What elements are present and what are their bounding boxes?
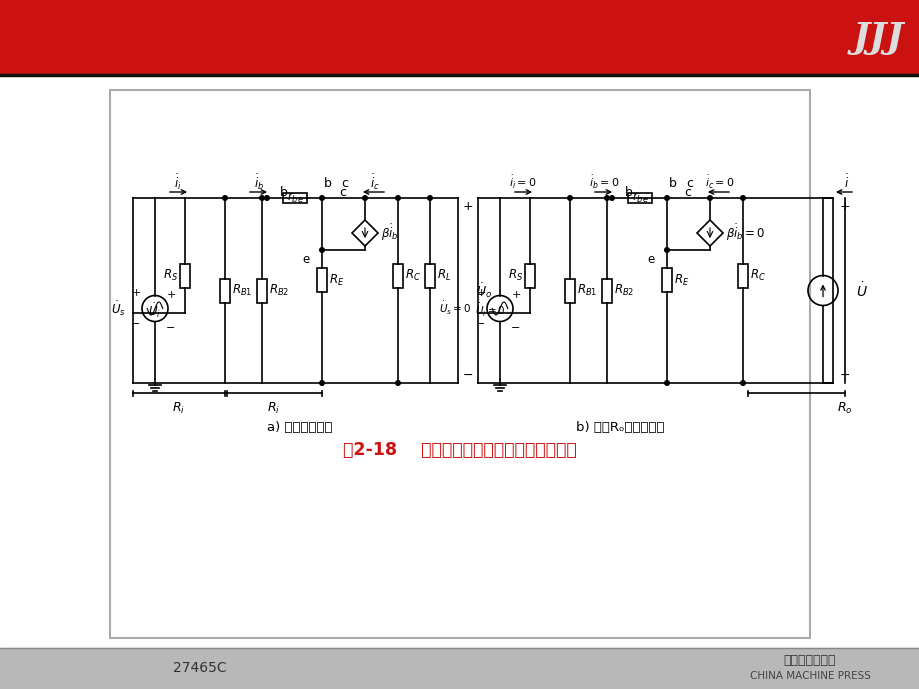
Text: $\dot{U}$: $\dot{U}$ [855, 281, 867, 300]
Text: $\dot{i}_b{=}0$: $\dot{i}_b{=}0$ [588, 174, 618, 191]
Circle shape [740, 196, 744, 200]
Bar [628, 193, 652, 203]
Text: $R_{B1}$: $R_{B1}$ [232, 283, 252, 298]
Text: $r_{be}$: $r_{be}$ [631, 191, 648, 205]
Text: 机械工业出版社: 机械工业出版社 [783, 655, 835, 668]
Text: a) 微变等效电路: a) 微变等效电路 [267, 421, 333, 434]
Text: $\beta\dot{i}_b{=}0$: $\beta\dot{i}_b{=}0$ [725, 223, 765, 243]
Bar [392, 263, 403, 287]
Circle shape [259, 196, 264, 200]
Text: $\dot{i}_c{=}0$: $\dot{i}_c{=}0$ [704, 174, 734, 191]
Bar [662, 268, 671, 292]
Text: $\dot{U}_i$: $\dot{U}_i$ [148, 301, 161, 320]
Circle shape [395, 381, 400, 385]
Text: $R_S$: $R_S$ [507, 268, 522, 283]
Text: +: + [476, 287, 485, 298]
Text: $R_S$: $R_S$ [163, 268, 177, 283]
Circle shape [609, 196, 614, 200]
Text: c: c [684, 187, 691, 200]
Text: $R_o$: $R_o$ [836, 401, 852, 416]
Bar [0, 648, 919, 689]
Text: −: − [839, 369, 849, 382]
Text: +: + [462, 200, 473, 212]
Bar [180, 263, 190, 287]
Bar [256, 278, 267, 302]
Bar [425, 263, 435, 287]
Text: c: c [686, 177, 693, 190]
Text: $R_{B1}$: $R_{B1}$ [576, 283, 596, 298]
Text: $\dot{i}_b$: $\dot{i}_b$ [254, 172, 264, 192]
Text: −: − [511, 324, 520, 333]
Bar [601, 278, 611, 302]
Text: +: + [166, 291, 176, 300]
Bar [737, 263, 747, 287]
Circle shape [664, 196, 669, 200]
Circle shape [265, 196, 269, 200]
Text: CHINA MACHINE PRESS: CHINA MACHINE PRESS [749, 671, 869, 681]
Text: $\dot{i}_i{=}0$: $\dot{i}_i{=}0$ [508, 174, 536, 191]
Circle shape [740, 381, 744, 385]
Circle shape [604, 196, 608, 200]
Text: c: c [341, 177, 348, 190]
Text: b: b [323, 177, 332, 190]
Text: e: e [302, 253, 310, 266]
Text: b: b [279, 187, 288, 200]
Text: $\dot{U}_s{=}0$: $\dot{U}_s{=}0$ [438, 300, 471, 317]
Text: c: c [339, 187, 346, 200]
Circle shape [664, 248, 669, 252]
Text: b: b [624, 187, 632, 200]
Bar [0, 0, 919, 75]
Circle shape [395, 196, 400, 200]
Text: $R_L$: $R_L$ [437, 268, 451, 283]
Text: +: + [839, 200, 849, 212]
Circle shape [320, 381, 324, 385]
Text: $R_{B2}$: $R_{B2}$ [268, 283, 289, 298]
Circle shape [362, 196, 367, 200]
Bar [283, 193, 307, 203]
Text: 27465C: 27465C [173, 661, 227, 675]
Text: $\dot{i}_i$: $\dot{i}_i$ [174, 172, 182, 192]
Bar [110, 90, 809, 638]
Bar [220, 278, 230, 302]
Circle shape [320, 248, 324, 252]
Text: +: + [511, 291, 520, 300]
Text: $R_E$: $R_E$ [674, 272, 688, 287]
Text: JJJ: JJJ [851, 21, 902, 55]
Text: −: − [462, 369, 473, 382]
Bar [525, 263, 535, 287]
Circle shape [707, 196, 711, 200]
Text: +: + [131, 287, 141, 298]
Text: $R_{B2}$: $R_{B2}$ [613, 283, 633, 298]
Text: 图2-18    分压式偏置放大电路微变等效电路: 图2-18 分压式偏置放大电路微变等效电路 [343, 441, 576, 459]
Text: −: − [476, 320, 485, 329]
Text: $\dot{U}_s$: $\dot{U}_s$ [111, 299, 126, 318]
Text: $\dot{U}_i{=}0$: $\dot{U}_i{=}0$ [475, 302, 505, 319]
Bar [564, 278, 574, 302]
Text: $R_C$: $R_C$ [404, 268, 420, 283]
Text: $R_E$: $R_E$ [329, 272, 344, 287]
Text: b) 计算Rₒ的等效电路: b) 计算Rₒ的等效电路 [575, 421, 664, 434]
Circle shape [664, 381, 669, 385]
Text: e: e [647, 253, 654, 266]
Text: $\dot{U}_o$: $\dot{U}_o$ [475, 281, 492, 300]
Text: b: b [668, 177, 676, 190]
Bar [317, 268, 326, 292]
Text: $R_C$: $R_C$ [749, 268, 765, 283]
Circle shape [222, 196, 227, 200]
Text: −: − [166, 324, 176, 333]
Circle shape [427, 196, 432, 200]
Text: $\dot{i}$: $\dot{i}$ [844, 173, 848, 191]
Circle shape [567, 196, 572, 200]
Text: $R_i$: $R_i$ [267, 401, 279, 416]
Text: $R_i$: $R_i$ [172, 401, 186, 416]
Text: −: − [131, 320, 141, 329]
Text: $r_{be}$: $r_{be}$ [287, 191, 303, 205]
Text: $\dot{i}_c$: $\dot{i}_c$ [369, 172, 380, 192]
Circle shape [320, 196, 324, 200]
Text: $\beta\dot{i}_b$: $\beta\dot{i}_b$ [380, 223, 398, 243]
